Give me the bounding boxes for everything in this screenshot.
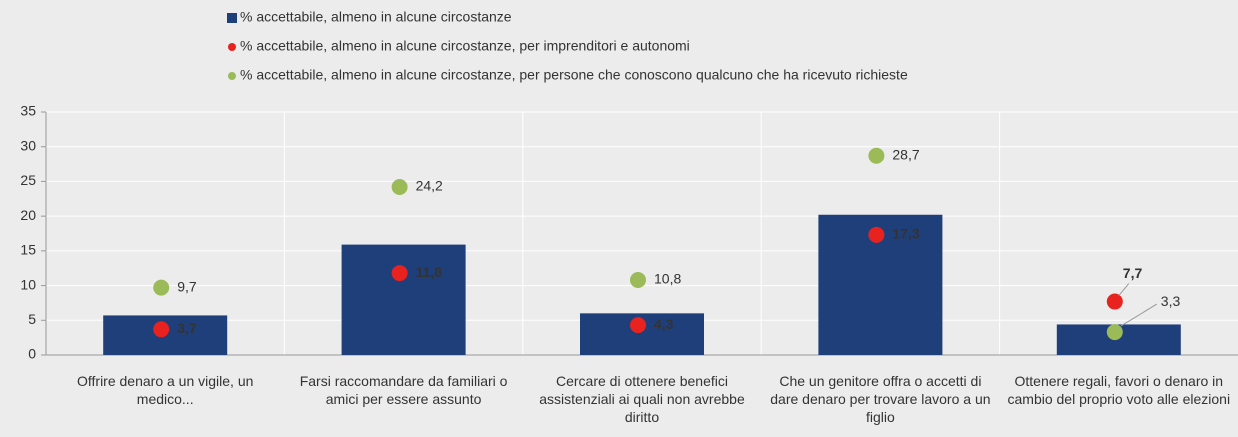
- y-tick-label: 10: [20, 276, 36, 292]
- legend-label: % accettabile, almeno in alcune circosta…: [240, 9, 512, 25]
- dot: [391, 178, 408, 195]
- bar: [341, 244, 466, 355]
- value-label: 10,8: [654, 271, 681, 287]
- legend-swatch: [227, 13, 237, 23]
- value-label: 9,7: [177, 278, 197, 294]
- legend-label: % accettabile, almeno in alcune circosta…: [240, 67, 908, 83]
- value-label: 3,3: [1161, 293, 1181, 309]
- value-label: 11,8: [416, 264, 443, 280]
- dot: [391, 265, 408, 282]
- dot: [153, 321, 170, 338]
- dot: [868, 226, 885, 243]
- value-label: 3,7: [177, 320, 197, 336]
- x-tick-label: Cercare di ottenere benefici assistenzia…: [539, 373, 745, 425]
- legend-swatch: [228, 72, 236, 80]
- dot: [630, 272, 646, 289]
- value-label: 24,2: [416, 178, 443, 194]
- value-label: 4,3: [654, 316, 674, 332]
- leader: [1120, 303, 1158, 327]
- leader: [1118, 283, 1130, 296]
- legend-swatch: [228, 43, 236, 51]
- legend-label: % accettabile, almeno in alcune circosta…: [240, 38, 690, 54]
- y-tick-label: 35: [20, 103, 36, 119]
- x-tick-label: Offrire denaro a un vigile, un medico...: [76, 373, 254, 407]
- value-label: 7,7: [1123, 265, 1143, 281]
- value-label: 28,7: [892, 146, 919, 162]
- x-tick-label: Farsi raccomandare da familiari o amici …: [299, 373, 508, 407]
- dot: [630, 317, 646, 334]
- value-label: 17,3: [892, 226, 919, 242]
- dot: [1106, 324, 1123, 341]
- dot: [153, 279, 170, 296]
- dot: [1106, 293, 1123, 310]
- y-tick-label: 20: [20, 207, 36, 223]
- x-tick-label: Ottenere regali, favori o denaro in camb…: [1007, 373, 1231, 407]
- y-tick-label: 30: [20, 137, 36, 153]
- x-tick-label: Che un genitore offra o accetti di dare …: [770, 373, 991, 425]
- dot: [868, 147, 885, 164]
- y-tick-label: 5: [28, 311, 36, 327]
- y-tick-label: 0: [28, 346, 36, 362]
- y-tick-label: 25: [20, 172, 36, 188]
- y-tick-label: 15: [20, 242, 36, 258]
